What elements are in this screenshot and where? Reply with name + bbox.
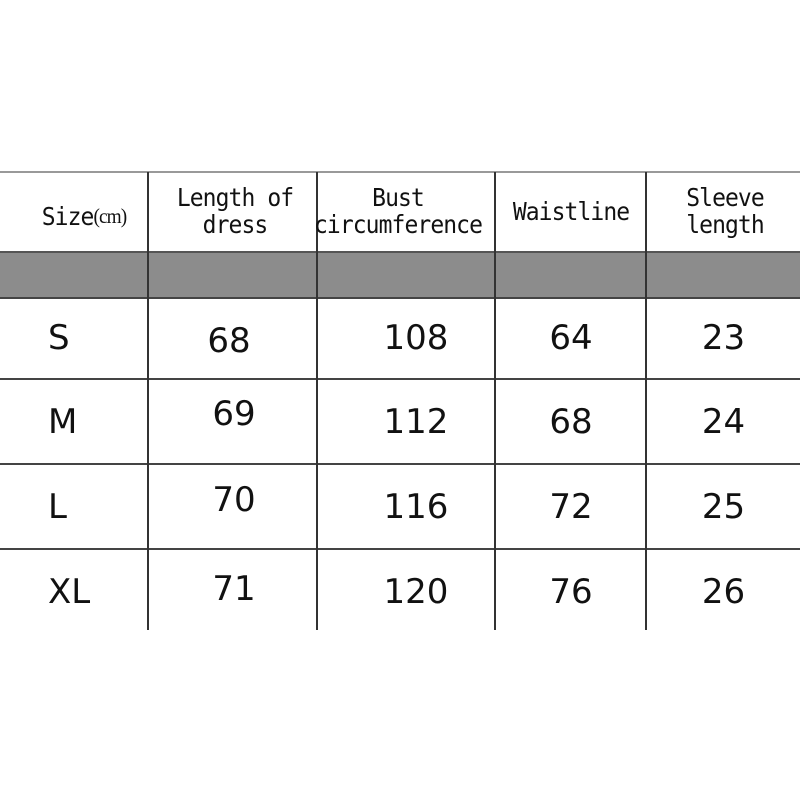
cell-sleeve: 25 xyxy=(701,486,746,527)
cell-size: L xyxy=(48,486,67,527)
header-bust: Bust circumference xyxy=(313,183,483,239)
row-divider xyxy=(0,378,800,380)
column-divider xyxy=(494,172,496,630)
cell-bust: 120 xyxy=(383,571,449,612)
cell-length: 69 xyxy=(212,393,256,434)
cell-length: 70 xyxy=(212,479,256,520)
cell-length: 68 xyxy=(207,320,251,361)
header-unit: (cm) xyxy=(93,203,127,228)
header-length: Length of dress xyxy=(176,183,294,239)
cell-waist: 72 xyxy=(549,486,593,527)
row-divider xyxy=(0,548,800,550)
cell-length: 71 xyxy=(212,568,256,609)
row-divider xyxy=(0,463,800,465)
cell-size: S xyxy=(48,317,70,358)
cell-bust: 112 xyxy=(383,401,449,442)
header-sleeve: Sleeve length xyxy=(686,183,764,239)
cell-size: M xyxy=(48,401,78,442)
cell-bust: 108 xyxy=(383,317,449,358)
cell-size: XL xyxy=(48,571,91,612)
column-divider xyxy=(147,172,149,630)
cell-waist: 68 xyxy=(549,401,593,442)
cell-waist: 76 xyxy=(549,571,593,612)
header-size: Size (cm) xyxy=(25,180,143,252)
cell-sleeve: 23 xyxy=(701,317,746,358)
column-divider xyxy=(645,172,647,630)
header-size-label: Size xyxy=(41,201,95,231)
cell-bust: 116 xyxy=(383,486,449,527)
cell-sleeve: 26 xyxy=(701,571,746,612)
cell-sleeve: 24 xyxy=(701,401,746,442)
header-waist: Waistline xyxy=(512,196,630,226)
cell-waist: 64 xyxy=(549,317,593,358)
gray-separator-band xyxy=(0,251,800,299)
top-border xyxy=(0,171,800,173)
column-divider xyxy=(316,172,318,630)
